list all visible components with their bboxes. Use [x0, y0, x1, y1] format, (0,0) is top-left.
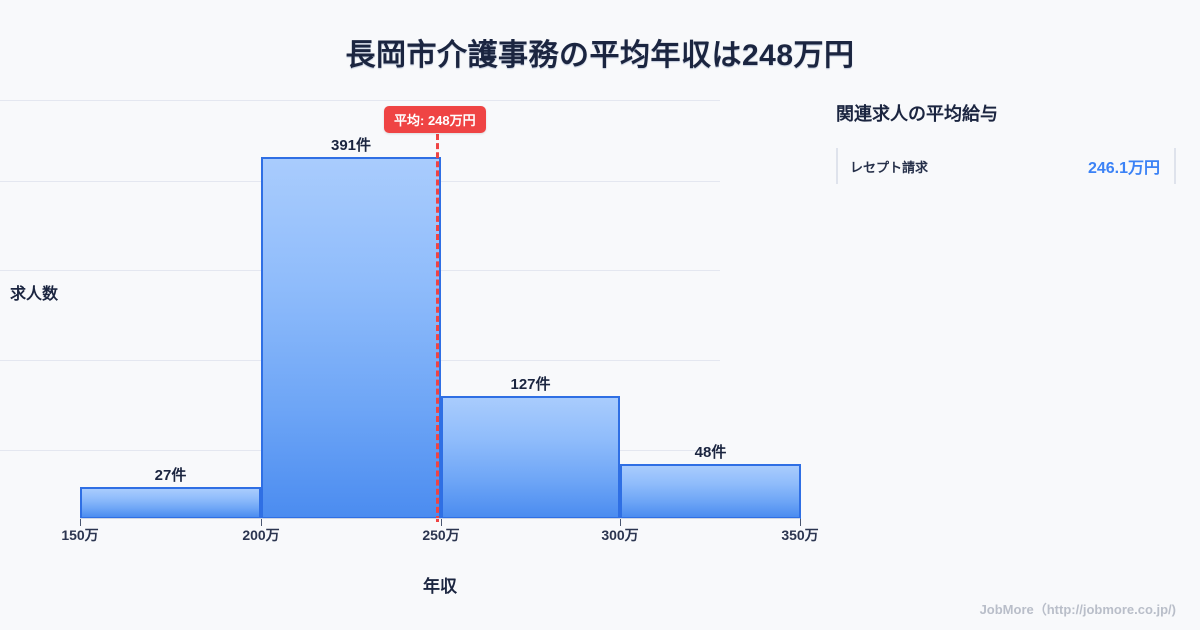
panel-title: 関連求人の平均給与: [836, 104, 998, 124]
x-tick: [800, 519, 801, 526]
page-title: 長岡市介護事務の平均年収は248万円: [345, 39, 855, 72]
x-tick: [441, 519, 442, 526]
bar-label-150-200: 27件: [154, 467, 187, 484]
bar-200-250[interactable]: [261, 157, 441, 519]
x-tick: [261, 519, 262, 526]
x-tick-label-4: 350万: [781, 527, 819, 543]
x-tick-label-3: 300万: [601, 527, 639, 543]
x-axis-line: [80, 518, 800, 519]
bar-label-300-350: 48件: [694, 444, 727, 461]
x-tick-label-1: 200万: [242, 527, 280, 543]
x-tick-label-2: 250万: [422, 527, 460, 543]
panel-row-value: 246.1万円: [1087, 160, 1160, 177]
bar-150-200[interactable]: [80, 487, 261, 519]
x-axis-title: 年収: [423, 577, 457, 596]
footer-watermark: JobMore（http://jobmore.co.jp/): [979, 602, 1176, 617]
bar-label-250-300: 127件: [510, 376, 551, 393]
x-tick-label-0: 150万: [61, 527, 99, 543]
panel-row-name: レセプト請求: [850, 159, 929, 175]
x-tick: [620, 519, 621, 526]
bar-label-200-250: 391件: [330, 137, 372, 154]
gridline: [0, 100, 720, 101]
average-badge: 平均: 248万円: [384, 106, 486, 133]
related-salary-panel: 関連求人の平均給与 レセプト請求 246.1万円: [836, 100, 1176, 184]
x-tick: [80, 519, 81, 526]
bar-300-350[interactable]: [620, 464, 801, 519]
average-line: [436, 134, 439, 522]
panel-row[interactable]: レセプト請求 246.1万円: [836, 148, 1176, 184]
y-axis-title: 求人数: [10, 286, 59, 303]
bar-250-300[interactable]: [441, 396, 620, 519]
histogram-chart: 27件 391件 127件 48件 平均: 248万円 150万 200万 25…: [0, 100, 819, 596]
